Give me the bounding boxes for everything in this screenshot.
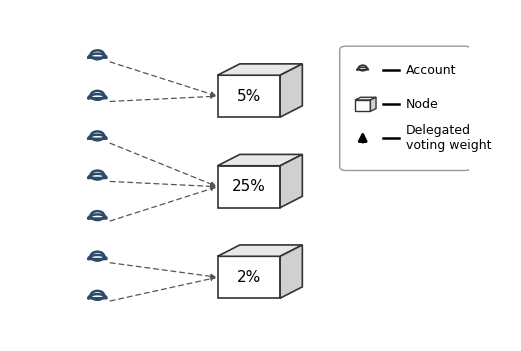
Polygon shape [280,154,302,208]
Text: Node: Node [405,98,438,111]
Polygon shape [370,97,376,111]
Text: Delegated
voting weight: Delegated voting weight [405,124,491,152]
Polygon shape [280,64,302,117]
Polygon shape [218,256,280,298]
Polygon shape [218,245,302,256]
Text: Account: Account [405,64,456,77]
Polygon shape [355,100,370,111]
Polygon shape [280,245,302,298]
Text: 2%: 2% [237,270,261,285]
Text: 5%: 5% [237,89,261,104]
Polygon shape [355,97,376,100]
Polygon shape [218,154,302,166]
Polygon shape [218,64,302,75]
Polygon shape [218,75,280,117]
Text: 25%: 25% [232,179,266,194]
Polygon shape [218,166,280,208]
FancyBboxPatch shape [340,46,471,171]
